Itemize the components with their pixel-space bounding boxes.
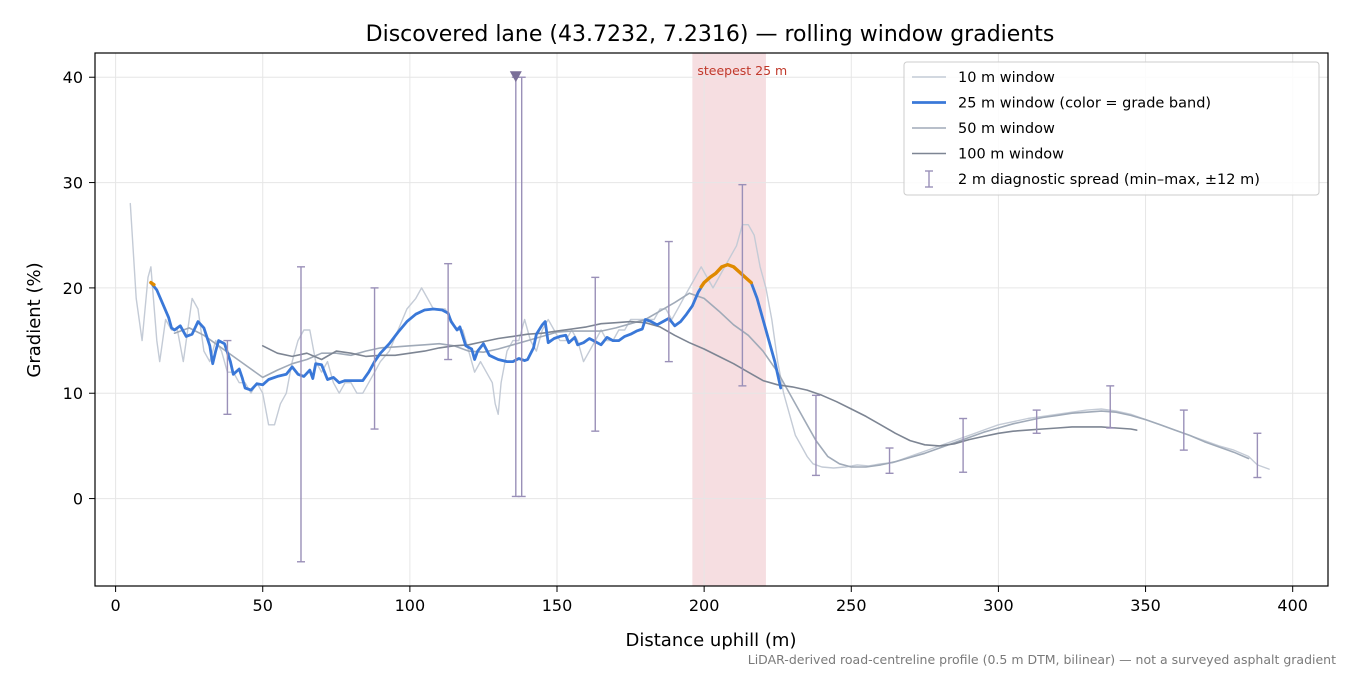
- legend-entry: 10 m window: [912, 70, 1055, 86]
- legend-swatch: [925, 170, 933, 188]
- x-tick-label: 350: [1130, 596, 1161, 615]
- series-line-1: [129, 202, 1270, 470]
- y-axis: 0 10 20 30 40: [63, 68, 95, 509]
- legend-label: 10 m window: [958, 70, 1055, 86]
- spread-bar: [885, 447, 894, 474]
- x-tick-label: 150: [542, 596, 573, 615]
- spread-bar: [1032, 409, 1041, 434]
- x-axis: 0 50 100 150 200 250 300 350 400: [111, 586, 1308, 615]
- highlight-band: [692, 53, 766, 586]
- y-axis-label: Gradient (%): [24, 262, 45, 377]
- legend-entry: 25 m window (color = grade band): [912, 96, 1211, 112]
- grade-band-segment: [149, 280, 156, 287]
- legend-label: 2 m diagnostic spread (min–max, ±12 m): [958, 172, 1260, 188]
- spread-bar: [223, 339, 232, 416]
- x-tick-label: 50: [253, 596, 273, 615]
- y-tick-label: 0: [73, 490, 83, 509]
- spread-bar: [811, 394, 820, 477]
- legend: 10 m window 25 m window (color = grade ba…: [903, 61, 1320, 196]
- x-tick-label: 300: [983, 596, 1014, 615]
- spread-bar: [517, 76, 526, 498]
- series-line-2: [149, 263, 783, 392]
- legend-label: 50 m window: [958, 121, 1055, 137]
- series-layer: [129, 202, 1270, 470]
- y-tick-label: 30: [63, 174, 83, 193]
- spread-bar: [444, 262, 453, 361]
- y-tick-label: 40: [63, 68, 83, 87]
- x-tick-label: 400: [1277, 596, 1308, 615]
- spread-bar: [664, 240, 673, 363]
- spread-bar: [1253, 432, 1262, 479]
- spread-bar: [1179, 409, 1188, 451]
- legend-box: [903, 61, 1320, 196]
- highlight-label: steepest 25 m: [697, 63, 787, 78]
- spread-bar: [370, 287, 379, 430]
- spread-bar: [1106, 385, 1115, 429]
- y-tick-label: 10: [63, 384, 83, 403]
- legend-entry: 2 m diagnostic spread (min–max, ±12 m): [925, 170, 1260, 188]
- clip-marker: [509, 71, 522, 83]
- x-axis-label: Distance uphill (m): [626, 630, 797, 651]
- legend-label: 25 m window (color = grade band): [958, 96, 1211, 112]
- chart-title: Discovered lane (43.7232, 7.2316) — roll…: [366, 22, 1055, 47]
- spread-bar: [959, 417, 968, 473]
- x-tick-label: 100: [395, 596, 426, 615]
- legend-entry: 100 m window: [912, 147, 1064, 163]
- legend-entry: 50 m window: [912, 121, 1055, 137]
- spread-bar: [738, 183, 747, 387]
- grade-band-layer: [149, 263, 753, 289]
- footnote: LiDAR-derived road-centreline profile (0…: [748, 652, 1336, 667]
- spread-bar: [511, 76, 520, 498]
- plot-frame: [94, 52, 1329, 587]
- x-tick-label: 0: [111, 596, 121, 615]
- series-line-4: [261, 320, 1138, 447]
- diagnostic-spread-layer: [223, 71, 1262, 563]
- x-tick-label: 200: [689, 596, 720, 615]
- spread-bar: [591, 276, 600, 432]
- y-tick-label: 20: [63, 279, 83, 298]
- legend-label: 100 m window: [958, 147, 1064, 163]
- x-tick-label: 250: [836, 596, 867, 615]
- spread-bar: [296, 266, 305, 563]
